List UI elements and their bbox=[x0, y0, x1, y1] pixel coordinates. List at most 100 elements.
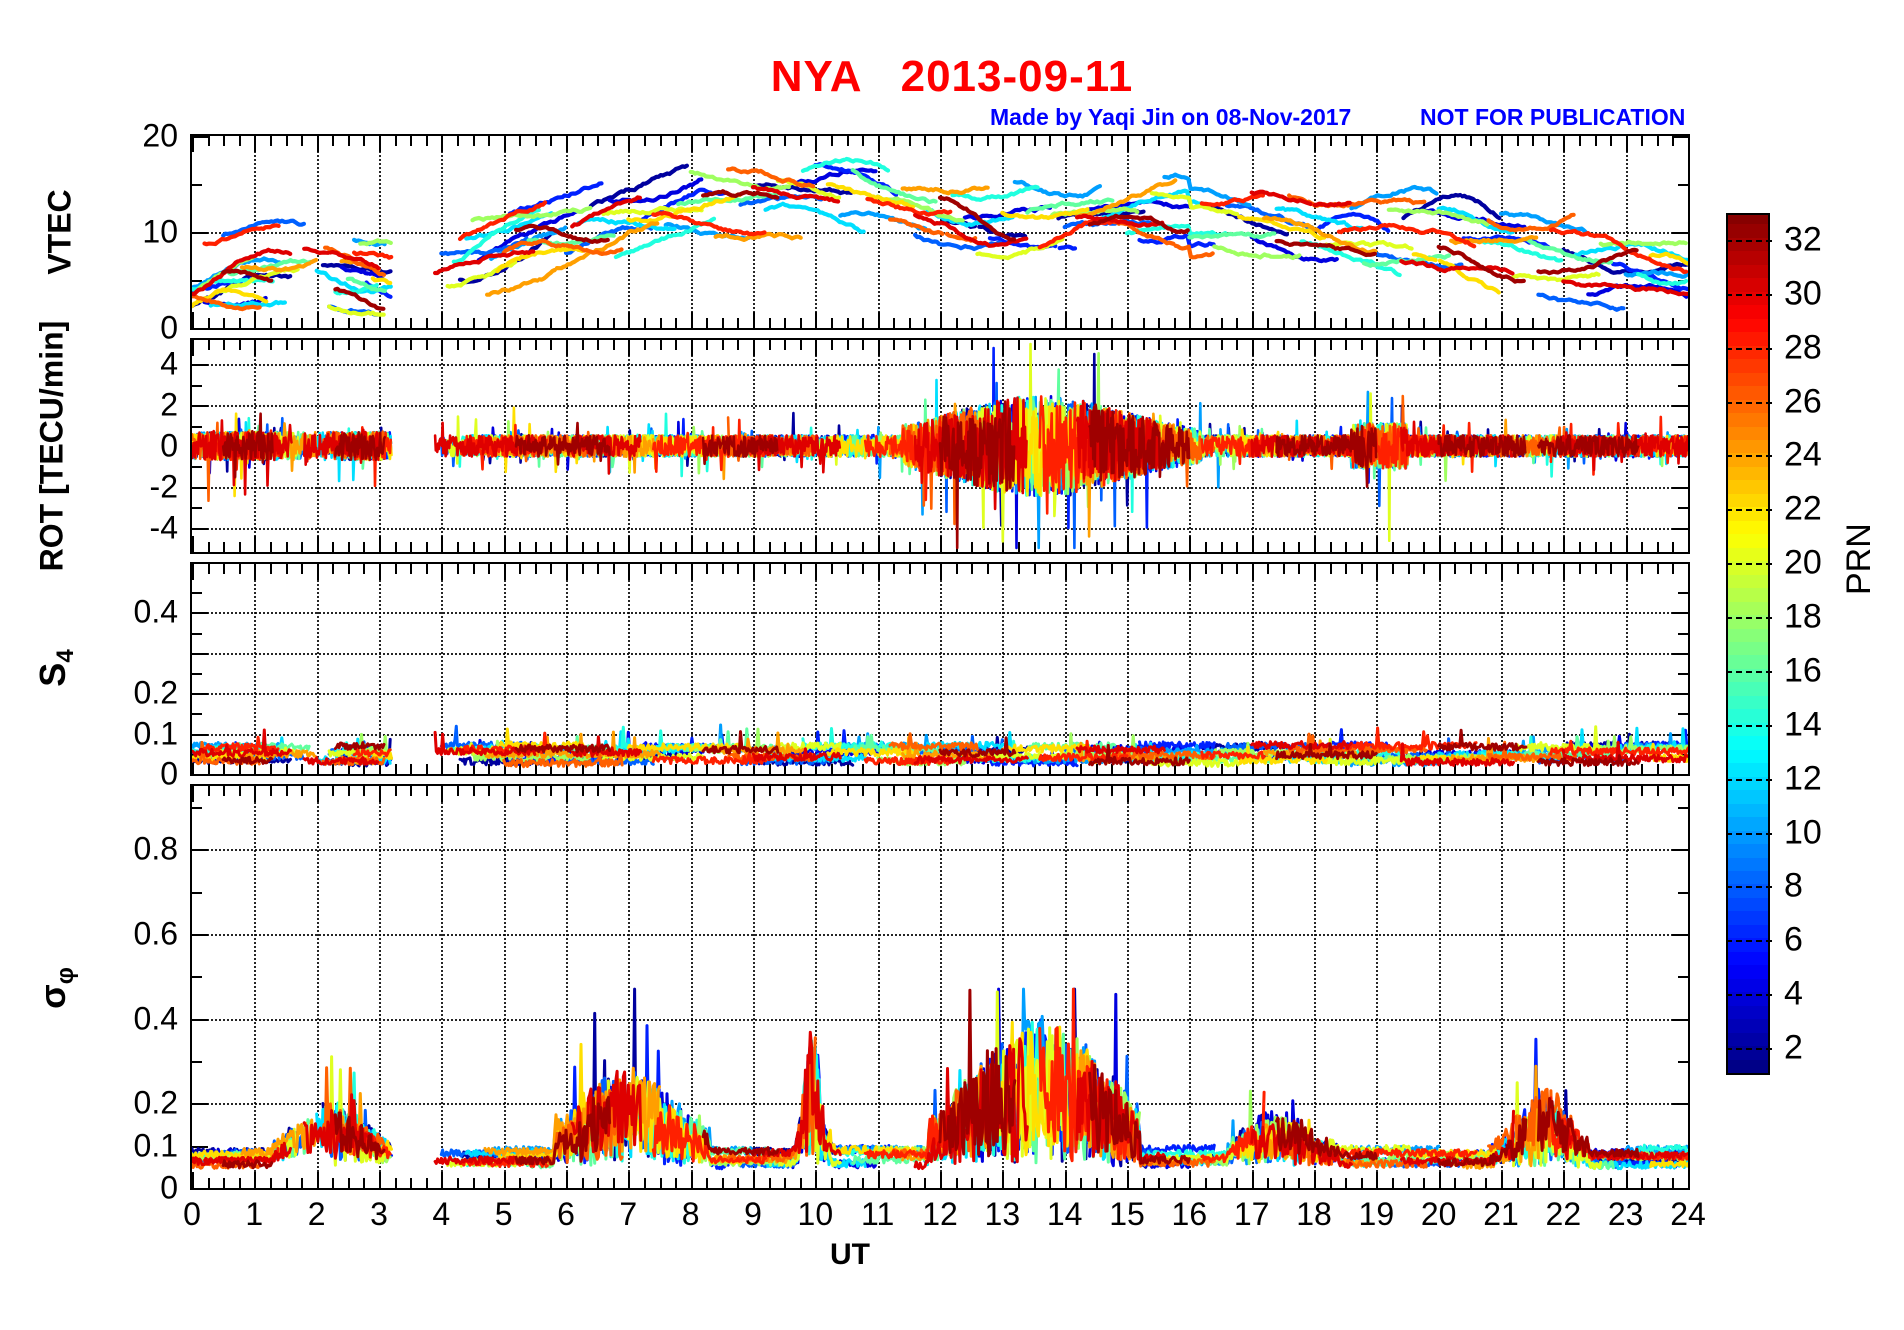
xaxis-tick bbox=[721, 542, 724, 552]
xaxis-tick bbox=[940, 786, 942, 802]
xaxis-tick bbox=[1329, 564, 1332, 574]
xaxis-tick bbox=[908, 136, 911, 146]
xaxis-tick bbox=[1236, 786, 1239, 796]
xaxis-tick bbox=[1002, 312, 1005, 328]
yaxis-tick bbox=[1672, 733, 1688, 736]
data-trace bbox=[327, 304, 386, 317]
xaxis-tick bbox=[1173, 764, 1176, 774]
xaxis-tick bbox=[1345, 340, 1348, 350]
xaxis-tick bbox=[1033, 340, 1036, 350]
xaxis-tick bbox=[207, 764, 210, 774]
xaxis-tick bbox=[269, 564, 272, 574]
xaxis-tick bbox=[1267, 542, 1270, 552]
xaxis-tick bbox=[1594, 786, 1597, 796]
xaxis-tick bbox=[768, 340, 771, 350]
colorbar-segment bbox=[1728, 977, 1768, 993]
xaxis-tick bbox=[971, 764, 974, 774]
xaxis-tick bbox=[1127, 136, 1129, 152]
xaxis-tick bbox=[924, 1178, 927, 1188]
xaxis-tick bbox=[1127, 758, 1129, 774]
gridline-vertical bbox=[1127, 786, 1129, 1188]
xaxis-tick bbox=[1625, 340, 1628, 356]
xaxis-tick bbox=[238, 1178, 241, 1188]
xaxis-tick bbox=[1345, 764, 1348, 774]
data-trace bbox=[1382, 222, 1477, 249]
colorbar-segment bbox=[1728, 263, 1768, 279]
xaxis-tick bbox=[1672, 1178, 1675, 1188]
yaxis-tick-minor bbox=[192, 466, 202, 469]
xaxis-tick bbox=[550, 564, 553, 574]
xaxis-tick-label: 8 bbox=[681, 1196, 700, 1232]
gridline-horizontal bbox=[192, 1018, 1688, 1021]
gridline-vertical bbox=[316, 564, 319, 774]
xaxis-tick bbox=[238, 318, 241, 328]
xaxis-tick bbox=[347, 340, 350, 350]
xaxis-tick bbox=[1111, 318, 1114, 328]
yaxis-tick bbox=[192, 1018, 208, 1021]
xaxis-tick bbox=[519, 764, 522, 774]
data-trace bbox=[628, 163, 689, 193]
xaxis-tick bbox=[955, 1178, 958, 1188]
xaxis-tick bbox=[877, 312, 880, 328]
colorbar-tick-label: 14 bbox=[1784, 705, 1822, 744]
xaxis-tick bbox=[659, 318, 662, 328]
gridline-vertical bbox=[316, 786, 319, 1188]
gridline-vertical bbox=[1251, 786, 1254, 1188]
colorbar-segment bbox=[1728, 641, 1768, 656]
xaxis-tick bbox=[1111, 1178, 1114, 1188]
yaxis-tick-label: 0.8 bbox=[133, 830, 178, 867]
yaxis-tick bbox=[192, 733, 208, 736]
data-trace bbox=[1199, 192, 1266, 207]
xaxis-tick bbox=[1033, 1178, 1036, 1188]
xaxis-tick bbox=[1017, 136, 1020, 146]
xaxis-tick bbox=[737, 764, 740, 774]
xaxis-tick bbox=[628, 536, 631, 552]
data-trace bbox=[1243, 216, 1327, 241]
data-trace bbox=[537, 225, 568, 239]
xaxis-tick bbox=[908, 764, 911, 774]
xaxis-tick bbox=[254, 312, 257, 328]
xaxis-tick bbox=[690, 758, 693, 774]
xaxis-tick bbox=[1220, 542, 1223, 552]
gridline-horizontal bbox=[192, 364, 1688, 367]
xaxis-tick bbox=[1532, 136, 1535, 146]
data-trace bbox=[1087, 213, 1162, 227]
xaxis-tick bbox=[862, 318, 865, 328]
xaxis-tick bbox=[1298, 542, 1301, 552]
xaxis-tick bbox=[877, 758, 880, 774]
data-trace bbox=[1504, 222, 1527, 230]
yaxis-tick bbox=[1672, 232, 1688, 234]
xaxis-tick bbox=[1360, 340, 1363, 350]
xaxis-tick bbox=[238, 136, 241, 146]
xaxis-tick bbox=[1095, 340, 1098, 350]
xaxis-tick bbox=[1064, 564, 1067, 580]
xaxis-tick bbox=[1672, 340, 1675, 350]
colorbar-prn[interactable] bbox=[1726, 213, 1770, 1075]
xaxis-tick bbox=[1189, 786, 1192, 802]
xaxis-tick bbox=[1625, 786, 1628, 802]
data-trace bbox=[333, 1111, 386, 1161]
data-trace bbox=[626, 217, 657, 224]
xaxis-tick bbox=[223, 318, 226, 328]
yaxis-tick-minor bbox=[192, 184, 202, 186]
xaxis-tick bbox=[643, 318, 646, 328]
data-trace bbox=[1325, 737, 1416, 767]
data-trace bbox=[844, 190, 854, 196]
xaxis-tick bbox=[1173, 564, 1176, 574]
gridline-horizontal bbox=[192, 693, 1688, 696]
data-trace bbox=[1134, 228, 1141, 235]
xaxis-tick bbox=[1080, 786, 1083, 796]
xaxis-tick bbox=[192, 1172, 194, 1188]
xaxis-tick bbox=[301, 564, 304, 574]
data-trace bbox=[514, 1095, 612, 1166]
xaxis-tick bbox=[285, 542, 288, 552]
xaxis-tick bbox=[1625, 758, 1628, 774]
data-trace bbox=[865, 196, 896, 208]
xaxis-tick bbox=[1033, 564, 1036, 574]
xaxis-tick bbox=[316, 786, 319, 802]
data-trace bbox=[309, 257, 319, 265]
xaxis-tick bbox=[1625, 564, 1628, 580]
xaxis-tick bbox=[768, 318, 771, 328]
data-trace bbox=[514, 421, 611, 466]
xaxis-tick bbox=[1656, 1178, 1659, 1188]
